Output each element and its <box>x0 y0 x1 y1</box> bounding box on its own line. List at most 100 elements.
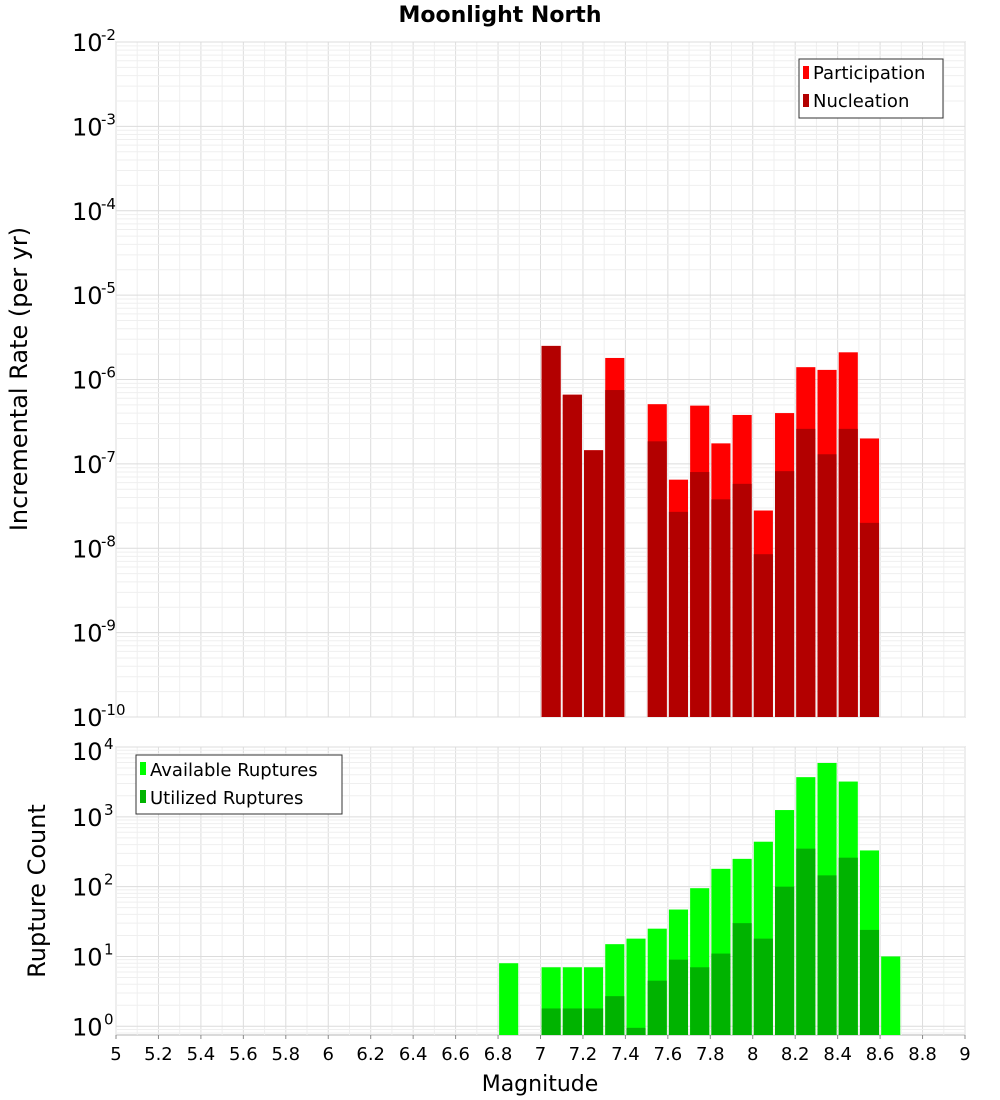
x-tick-label: 7.4 <box>611 1044 640 1065</box>
count-y-tick-label: 10 <box>72 874 103 902</box>
rate-nucleation-bar <box>838 428 858 717</box>
count-utilized-ruptures-bar <box>690 967 710 1035</box>
rate-nucleation-bar <box>711 499 731 717</box>
x-tick-label: 5.4 <box>187 1044 216 1065</box>
rate-nucleation-bar <box>796 428 816 717</box>
count-legend-box <box>135 754 343 815</box>
x-tick-label: 6.4 <box>399 1044 428 1065</box>
rate-y-tick-exponent: -8 <box>101 532 116 550</box>
count-available-ruptures-bar <box>626 938 646 1035</box>
count-y-tick-label: 10 <box>72 1013 103 1041</box>
rate-nucleation-bar <box>859 522 880 717</box>
rate-y-tick-exponent: -4 <box>101 195 116 213</box>
count-utilized-ruptures-bar <box>817 875 837 1035</box>
count-available-ruptures-bar <box>499 963 519 1035</box>
nucleation-legend-swatch <box>803 94 809 107</box>
count-y-tick-exponent: 1 <box>104 940 114 958</box>
chart-title: Moonlight North <box>398 3 601 28</box>
utilized-legend-label: Utilized Ruptures <box>150 788 303 809</box>
x-tick-label: 8.4 <box>823 1044 852 1065</box>
x-tick-label: 6.2 <box>356 1044 385 1065</box>
x-tick-label: 6.6 <box>441 1044 470 1065</box>
available-legend-swatch <box>140 762 146 775</box>
nucleation-legend-label: Nucleation <box>813 91 909 112</box>
rate-nucleation-bar <box>668 511 689 717</box>
rate-grid <box>115 41 966 718</box>
count-y-tick-exponent: 2 <box>104 871 114 889</box>
count-utilized-ruptures-bar <box>732 923 752 1035</box>
rate-nucleation-bar <box>753 554 773 717</box>
count-y-tick-label: 10 <box>72 804 103 832</box>
count-y-tick-label: 10 <box>72 738 103 766</box>
rate-y-tick-exponent: -5 <box>101 279 116 297</box>
x-tick-label: 5.6 <box>229 1044 258 1065</box>
x-tick-label: 5 <box>110 1044 121 1065</box>
rate-y-tick-exponent: -6 <box>101 364 116 382</box>
participation-legend-swatch <box>803 66 809 79</box>
x-tick-label: 7 <box>535 1044 546 1065</box>
rate-y-tick-exponent: -9 <box>101 617 116 635</box>
available-legend-label: Available Ruptures <box>150 760 318 781</box>
x-tick-label: 7.2 <box>569 1044 598 1065</box>
count-y-tick-exponent: 3 <box>104 801 114 819</box>
count-available-ruptures-bar <box>881 956 901 1035</box>
x-tick-label: 9 <box>959 1044 970 1065</box>
rate-y-tick-label: 10 <box>72 29 103 57</box>
count-utilized-ruptures-bar <box>562 1008 582 1035</box>
x-tick-label: 7.6 <box>654 1044 683 1065</box>
rate-y-tick-label: 10 <box>72 620 103 648</box>
count-y-tick-exponent: 4 <box>104 735 114 753</box>
rate-legend: Participation Nucleation <box>798 58 944 119</box>
rate-nucleation-bar <box>562 394 582 717</box>
rate-nucleation-bar <box>732 483 752 717</box>
rate-y-tick-exponent: -7 <box>101 448 116 466</box>
count-bars <box>499 762 901 1035</box>
utilized-legend-swatch <box>140 790 146 803</box>
x-axis-label: Magnitude <box>482 1072 599 1097</box>
rate-y-tick-label: 10 <box>72 367 103 395</box>
count-legend: Available Ruptures Utilized Ruptures <box>135 754 343 815</box>
x-tick-label: 6 <box>323 1044 334 1065</box>
count-utilized-ruptures-bar <box>647 980 667 1035</box>
rate-y-tick-exponent: -2 <box>101 26 116 44</box>
count-y-axis-label: Rupture Count <box>23 804 51 978</box>
rate-bars <box>541 345 880 717</box>
count-utilized-ruptures-bar <box>753 938 773 1035</box>
x-tick-label: 5.8 <box>271 1044 300 1065</box>
count-utilized-ruptures-bar <box>668 959 689 1035</box>
count-utilized-ruptures-bar <box>626 1027 646 1035</box>
x-tick-label: 6.8 <box>484 1044 513 1065</box>
x-tick-label: 5.2 <box>144 1044 173 1065</box>
rate-nucleation-bar <box>690 472 710 717</box>
count-utilized-ruptures-bar <box>541 1008 561 1035</box>
rate-y-tick-label: 10 <box>72 198 103 226</box>
rate-y-tick-label: 10 <box>72 535 103 563</box>
count-y-tick-label: 10 <box>72 943 103 971</box>
rate-y-tick-label: 10 <box>72 704 103 732</box>
x-tick-label: 8.8 <box>908 1044 937 1065</box>
count-utilized-ruptures-bar <box>711 953 731 1035</box>
x-tick-label: 8 <box>747 1044 758 1065</box>
rate-nucleation-bar <box>541 345 561 717</box>
x-tick-label: 8.6 <box>866 1044 895 1065</box>
count-utilized-ruptures-bar <box>838 857 858 1035</box>
rate-y-tick-label: 10 <box>72 113 103 141</box>
count-utilized-ruptures-bar <box>605 996 625 1035</box>
rate-y-tick-exponent: -3 <box>101 110 116 128</box>
rate-y-tick-label: 10 <box>72 282 103 310</box>
count-utilized-ruptures-bar <box>775 886 795 1035</box>
count-utilized-ruptures-bar <box>859 929 880 1035</box>
count-utilized-ruptures-bar <box>584 1008 604 1035</box>
x-tick-label: 7.8 <box>696 1044 725 1065</box>
rate-nucleation-bar <box>647 441 667 717</box>
x-tick-label: 8.2 <box>781 1044 810 1065</box>
count-utilized-ruptures-bar <box>796 848 816 1035</box>
count-y-tick-exponent: 0 <box>104 1010 114 1028</box>
rate-nucleation-bar <box>584 450 604 717</box>
magnitude-x-ticks: 5 5.2 5.4 5.6 5.8 6 6.2 6.4 6.6 6.8 7 7.2 7.4 7.6 7.8 8… <box>110 1035 971 1065</box>
